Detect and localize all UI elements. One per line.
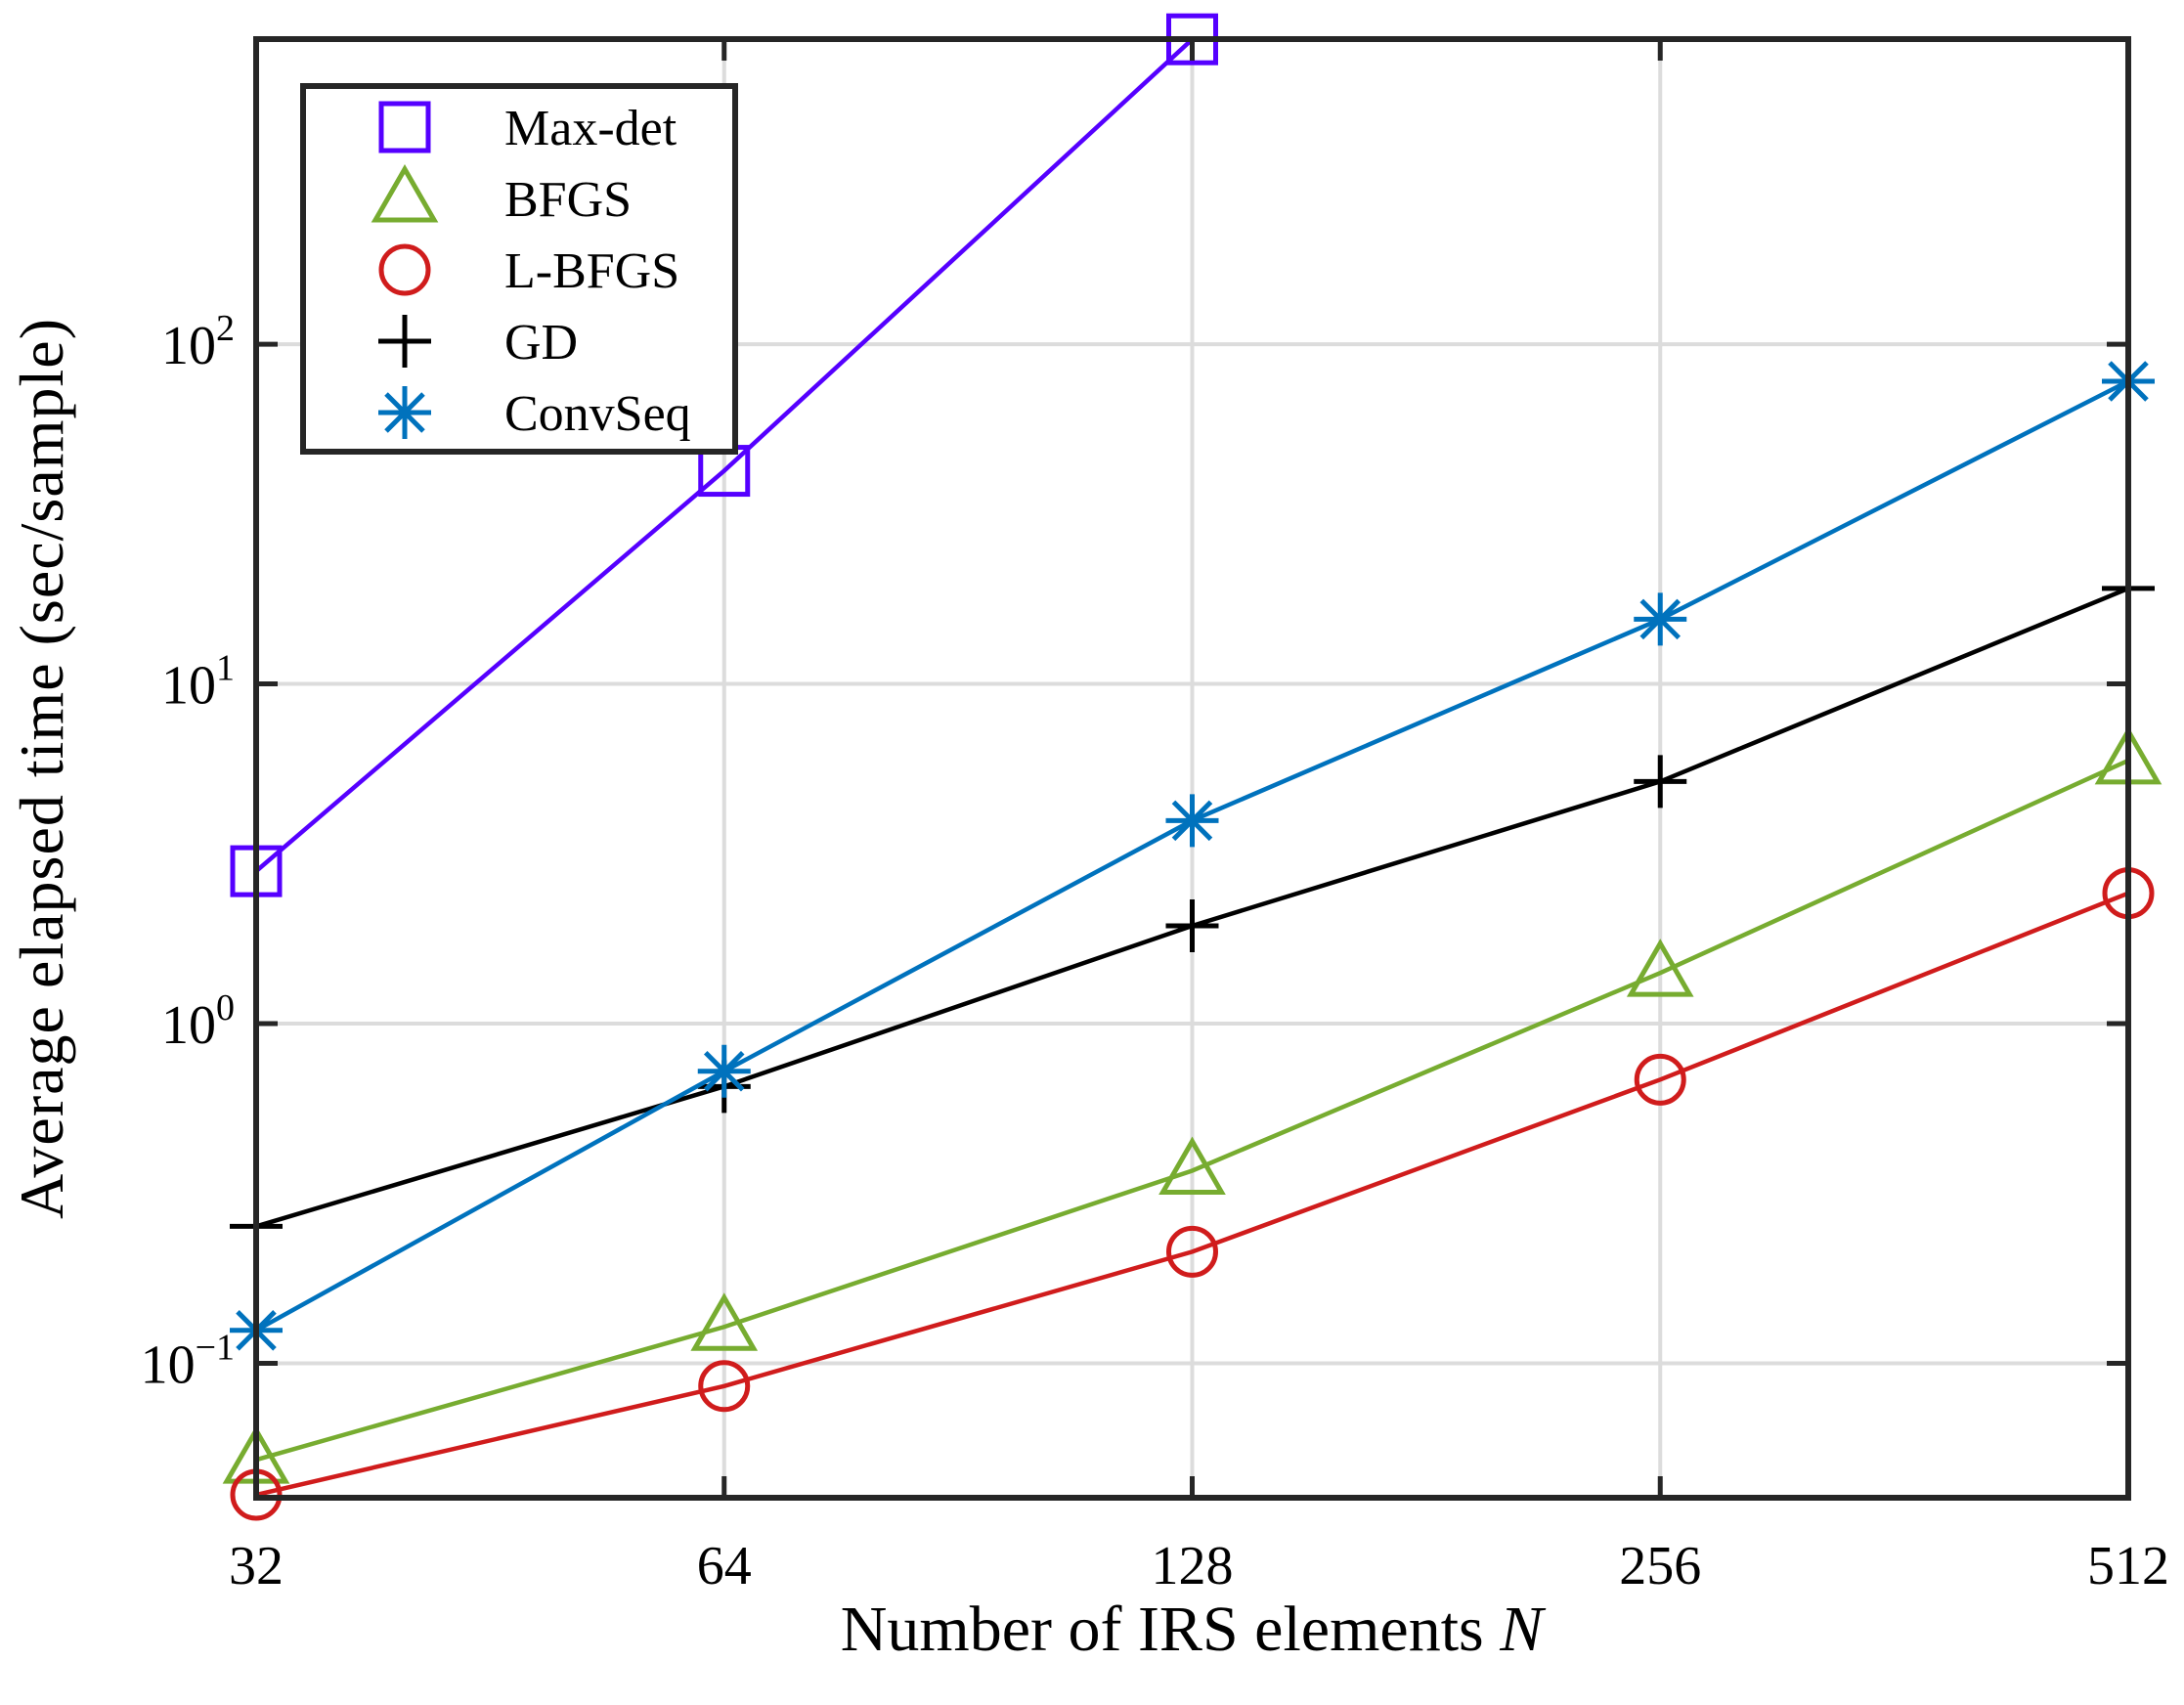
- series-line-l-bfgs: [255, 891, 2129, 1498]
- data-point-bfgs: [1626, 939, 1694, 997]
- legend-label: Max-det: [504, 101, 677, 156]
- legend: Max-det BFGS L-BFGS GD ConvSeq: [300, 83, 738, 455]
- ast-d2: [384, 392, 425, 433]
- legend-label: L-BFGS: [504, 243, 679, 299]
- y-tick-label: 102: [161, 308, 235, 376]
- data-point-gd: [1165, 899, 1219, 953]
- circle-marker-shape: [1634, 1053, 1686, 1106]
- legend-label: BFGS: [504, 172, 632, 228]
- legend-marker-bfgs: [371, 163, 439, 223]
- ast-d2: [703, 1050, 745, 1092]
- x-tick-label: 64: [697, 1536, 752, 1596]
- ast-d2: [1171, 800, 1213, 842]
- circle-marker-shape: [1166, 1225, 1218, 1278]
- legend-marker-gd: [378, 315, 431, 368]
- triangle-marker-shape: [1158, 1136, 1226, 1195]
- legend-marker-convseq: [378, 386, 431, 439]
- circle-marker-shape: [698, 1360, 751, 1413]
- legend-marker-l-bfgs: [378, 243, 431, 296]
- x-tick-label: 512: [2087, 1536, 2169, 1596]
- series-line-bfgs: [255, 758, 2129, 1463]
- data-point-l-bfgs: [698, 1360, 751, 1413]
- data-point-gd: [1634, 755, 1687, 809]
- data-point-bfgs: [1158, 1136, 1226, 1195]
- y-tick-label: 101: [161, 648, 235, 717]
- triangle-marker-shape: [371, 163, 439, 223]
- legend-marker-max-det: [378, 101, 431, 153]
- data-point-l-bfgs: [1634, 1053, 1686, 1106]
- data-point-convseq: [1165, 794, 1219, 848]
- y-tick-label: 10−1: [141, 1327, 235, 1395]
- data-point-bfgs: [690, 1292, 759, 1351]
- x-tick-label: 128: [1152, 1536, 1234, 1596]
- data-point-l-bfgs: [1166, 1225, 1218, 1278]
- legend-label: ConvSeq: [504, 386, 691, 442]
- ticks: 32 64 128 256 512 10−1 100 101 102: [141, 39, 2169, 1596]
- y-tick-label: 100: [161, 987, 235, 1056]
- circle-marker-shape: [378, 243, 431, 296]
- x-tick-label: 256: [1619, 1536, 1701, 1596]
- triangle-marker-shape: [690, 1292, 759, 1351]
- data-point-convseq: [1634, 592, 1687, 646]
- x-tick-label: 32: [229, 1536, 284, 1596]
- legend-box: [300, 83, 738, 455]
- square-marker-shape: [378, 101, 431, 153]
- x-axis-label: Number of IRS elements N: [841, 1594, 1548, 1665]
- y-axis-label: Average elapsed time (sec/sample): [7, 318, 76, 1219]
- data-point-convseq: [697, 1044, 751, 1098]
- triangle-marker-shape: [1626, 939, 1694, 997]
- legend-label: GD: [504, 315, 578, 371]
- ast-d2: [1639, 598, 1682, 640]
- series-line-max-det: [254, 37, 1195, 873]
